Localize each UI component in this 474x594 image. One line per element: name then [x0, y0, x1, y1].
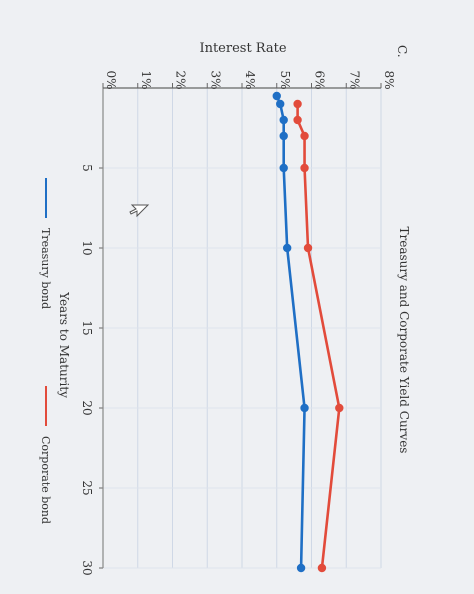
data-point: [335, 403, 344, 413]
y-tick-label: 0%: [104, 70, 118, 89]
x-tick-label: 5: [80, 164, 94, 172]
data-point: [293, 115, 302, 125]
chart-title: Treasury and Corporate Yield Curves: [397, 227, 411, 454]
y-tick-label: 6%: [313, 70, 327, 89]
mouse-cursor-icon: [129, 204, 150, 218]
y-tick-label: 4%: [243, 70, 257, 89]
x-tick-label: 10: [80, 240, 94, 255]
x-tick-label: 25: [80, 480, 94, 495]
question-label: C.: [395, 45, 409, 58]
x-tick-label: 30: [80, 560, 94, 575]
legend: Treasury bond Corporate bond: [39, 178, 52, 524]
y-tick-label: 2%: [174, 70, 188, 89]
data-point: [296, 563, 306, 573]
data-point: [279, 163, 288, 173]
data-point: [276, 99, 285, 109]
data-point: [282, 243, 292, 253]
x-tick-label: 20: [80, 400, 94, 415]
y-axis-label: Interest Rate: [199, 41, 286, 56]
legend-label-2: Corporate bond: [39, 436, 52, 524]
grid: [102, 88, 382, 569]
data-point: [303, 243, 313, 253]
data-point: [300, 163, 309, 173]
y-tick-label: 8%: [382, 70, 396, 89]
y-tick-label: 7%: [347, 70, 361, 89]
data-point: [300, 403, 309, 413]
data-point: [300, 131, 309, 141]
axes: [99, 83, 382, 569]
x-axis-label: Years to Maturity: [57, 291, 71, 398]
data-point: [317, 563, 327, 573]
legend-label-1: Treasury bond: [39, 228, 52, 309]
data-point: [279, 131, 288, 141]
tick-labels: 0% 1% 2% 3% 4% 5% 6% 7% 8% 5 10 15 20 25 30: [80, 70, 396, 575]
y-tick-label: 5%: [278, 70, 292, 89]
series-layer: [272, 91, 344, 573]
data-point: [293, 99, 302, 109]
y-tick-label: 1%: [139, 70, 153, 89]
x-tick-label: 15: [80, 320, 94, 335]
data-point: [279, 115, 288, 125]
data-point: [272, 91, 281, 101]
y-tick-label: 3%: [208, 70, 222, 89]
